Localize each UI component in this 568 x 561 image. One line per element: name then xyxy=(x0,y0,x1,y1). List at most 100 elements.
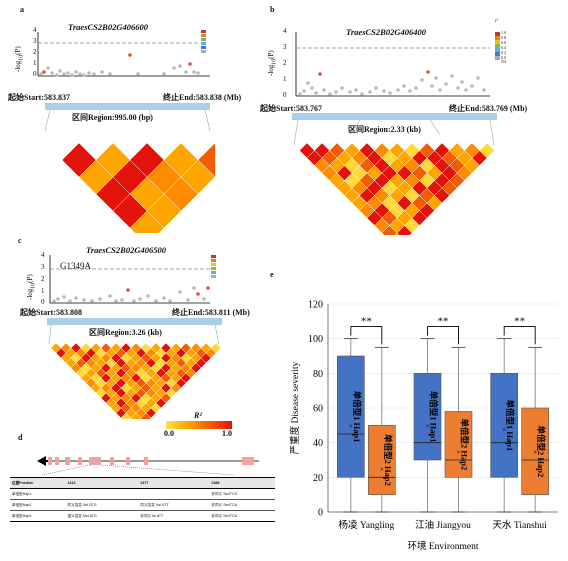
snp-point xyxy=(388,91,392,95)
box xyxy=(337,355,365,478)
snp-point xyxy=(382,89,386,93)
panel-a-ylabel: -log10(P) xyxy=(14,46,25,72)
snp-point xyxy=(430,84,434,88)
panel-b-ytick-2: 2 xyxy=(283,59,287,67)
snp-point xyxy=(74,296,78,300)
panel-a-ytick-0: 0 xyxy=(33,70,37,78)
snp-point xyxy=(318,72,322,76)
snp-point xyxy=(476,76,480,80)
panel-c-manhattan xyxy=(49,255,216,304)
table-cell: 同义突变 Val GTT xyxy=(138,499,210,511)
snp-point xyxy=(50,71,54,75)
box xyxy=(444,411,473,478)
snp-point xyxy=(162,296,166,300)
snp-point xyxy=(374,86,378,90)
snp-point xyxy=(414,86,418,90)
snp-point xyxy=(46,66,50,70)
ld-cell xyxy=(139,417,143,419)
header-1413: 1413 xyxy=(65,477,139,489)
snp-point xyxy=(314,91,318,95)
snp-point xyxy=(310,86,314,90)
snp-point xyxy=(62,72,66,76)
table-cell: 单倍型Hap2 xyxy=(10,499,66,511)
snp-point xyxy=(434,76,438,80)
snp-point xyxy=(334,90,338,94)
y-axis-title: 严重度 Disease severity xyxy=(289,361,301,454)
snp-point xyxy=(368,90,372,94)
snp-point xyxy=(426,70,430,74)
series-label: 单倍型2 Hap2 xyxy=(536,425,546,477)
table-row: 单倍型Hap3 错义突变 Met ATG 非同义 Ile ATT 非同义 Ser… xyxy=(10,510,275,522)
panel-a-region-bar xyxy=(44,103,211,132)
panel-b-legend-2: 0.8 xyxy=(501,35,506,40)
snp-point xyxy=(82,298,86,302)
mean-marker: × xyxy=(380,466,384,474)
series-label: 单倍型1 Hap1 xyxy=(352,391,362,443)
snp-point xyxy=(354,88,358,92)
snp-point xyxy=(90,299,94,303)
snp-point xyxy=(302,89,306,93)
panel-b-end: 终止End:583.769 (Mb) xyxy=(449,104,528,113)
panel-b-legend-1: 1.0 xyxy=(501,30,506,35)
snp-point xyxy=(68,299,72,303)
snp-point xyxy=(42,70,46,74)
snp-point xyxy=(108,294,112,298)
snp-point xyxy=(178,290,182,294)
snp-point xyxy=(114,299,118,303)
significance-label: ** xyxy=(361,316,372,328)
table-cell: 非同义 Ser/TCA xyxy=(209,499,275,511)
ld-cell xyxy=(129,417,133,419)
snp-point xyxy=(87,71,91,75)
significance-bracket xyxy=(427,326,459,345)
snp-point xyxy=(132,299,136,303)
table-cell: 非同义 Ser/TCG xyxy=(209,488,275,500)
panel-c-region: 区间Region:3.26 (kb) xyxy=(89,328,162,337)
series-label: 单倍型1 Hap1 xyxy=(505,399,515,451)
snp-point xyxy=(298,92,302,96)
table-cell: 同义突变 Val GTG xyxy=(65,499,139,511)
snp-point xyxy=(154,299,158,303)
panel-a-ytick-4: 4 xyxy=(33,26,37,34)
snp-point xyxy=(184,70,188,74)
ld-scale-title: R² xyxy=(194,411,202,420)
snp-point xyxy=(438,88,442,92)
panel-b-ytick-3: 3 xyxy=(283,43,287,51)
snp-point xyxy=(196,71,200,75)
snp-point xyxy=(444,82,448,86)
haplotype-table-header: 位置Position 1413 2377 2388 xyxy=(10,477,275,489)
ld-cell xyxy=(140,412,152,419)
snp-point xyxy=(470,84,474,88)
significance-label: ** xyxy=(438,316,449,328)
snp-point xyxy=(108,72,112,76)
snp-point xyxy=(322,88,326,92)
panel-b-legend-title: r² xyxy=(495,19,499,24)
panel-c-ytick-3: 3 xyxy=(41,263,45,271)
ld-cell xyxy=(129,210,165,233)
table-cell xyxy=(138,488,210,500)
snp-point xyxy=(340,86,344,90)
panel-b-legend-3: 0.6 xyxy=(501,40,506,45)
panel-b-legend-7: NA xyxy=(501,59,507,64)
y-tick-label: 40 xyxy=(313,438,323,449)
panel-b-start: 起始Start:583.767 xyxy=(260,104,322,113)
ld-scale-max: 1.0 xyxy=(222,429,232,438)
table-cell: 错义突变 Met ATG xyxy=(65,510,139,522)
series-label: 单倍型1 Hap1 xyxy=(429,391,439,443)
snp-point xyxy=(39,72,43,76)
panel-c-ytick-2: 2 xyxy=(41,275,45,283)
panel-c-ytick-1: 1 xyxy=(41,287,45,295)
snp-point xyxy=(92,72,96,76)
box xyxy=(521,407,549,495)
snp-point xyxy=(408,89,412,93)
x-axis-title: 环境 Environment xyxy=(408,540,479,552)
mean-marker: × xyxy=(349,422,353,430)
snp-point xyxy=(186,298,190,302)
ld-cell xyxy=(381,225,398,235)
panel-a-ld-heatmap xyxy=(61,143,215,233)
snp-point xyxy=(482,88,486,92)
snp-point xyxy=(55,73,59,77)
ld-scale-bar xyxy=(166,421,232,429)
panel-b-legend-6: 0.0 xyxy=(501,55,506,60)
ld-cell xyxy=(394,232,400,235)
snp-point xyxy=(192,70,196,74)
